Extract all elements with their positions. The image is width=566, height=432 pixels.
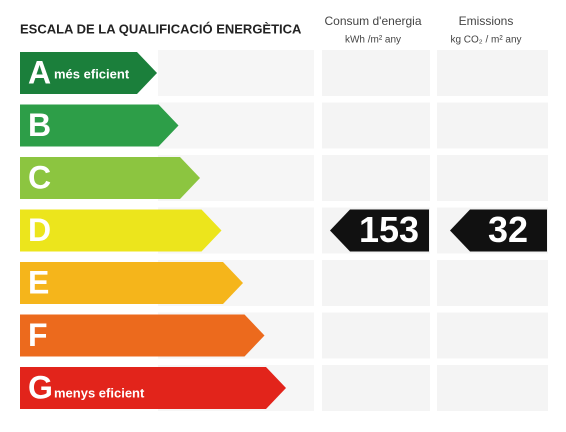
- rating-bar: [20, 104, 179, 147]
- indicator: [450, 209, 547, 252]
- title: ESCALA DE LA QUALIFICACIÓ ENERGÈTICA: [20, 21, 302, 36]
- rating-letter: E: [28, 264, 49, 300]
- panel: [437, 260, 548, 306]
- rating-letter: B: [28, 107, 51, 143]
- panel: [322, 50, 430, 96]
- indicator-value: 153: [359, 209, 419, 250]
- rating-note: menys eficient: [54, 385, 145, 400]
- panel: [158, 102, 314, 149]
- column-unit: kg CO₂ / m² any: [450, 35, 521, 46]
- panel: [437, 365, 548, 411]
- rating-letter: A: [28, 54, 51, 90]
- panel: [437, 155, 548, 201]
- panel: [322, 365, 430, 411]
- column-unit: kWh /m² any: [345, 35, 401, 46]
- rating-bar: [20, 367, 286, 409]
- rating-bar: [20, 262, 243, 304]
- column-label: Consum d'energia: [324, 14, 421, 28]
- panel: [322, 260, 430, 306]
- panel: [158, 50, 314, 96]
- column-label: Emissions: [459, 14, 514, 28]
- rating-note: més eficient: [54, 66, 130, 81]
- rating-letter: G: [28, 369, 53, 405]
- panel: [322, 312, 430, 359]
- rating-letter: F: [28, 317, 48, 353]
- indicator: [330, 209, 429, 252]
- panel: [437, 312, 548, 359]
- panel: [322, 155, 430, 201]
- rating-bar: [20, 52, 157, 94]
- rating-letter: C: [28, 159, 51, 195]
- rating-bar: [20, 209, 222, 252]
- rating-bar: [20, 314, 265, 357]
- panel: [437, 102, 548, 149]
- indicator-value: 32: [488, 209, 528, 250]
- rating-letter: D: [28, 212, 51, 248]
- panel: [437, 50, 548, 96]
- panel: [322, 102, 430, 149]
- rating-bar: [20, 157, 200, 199]
